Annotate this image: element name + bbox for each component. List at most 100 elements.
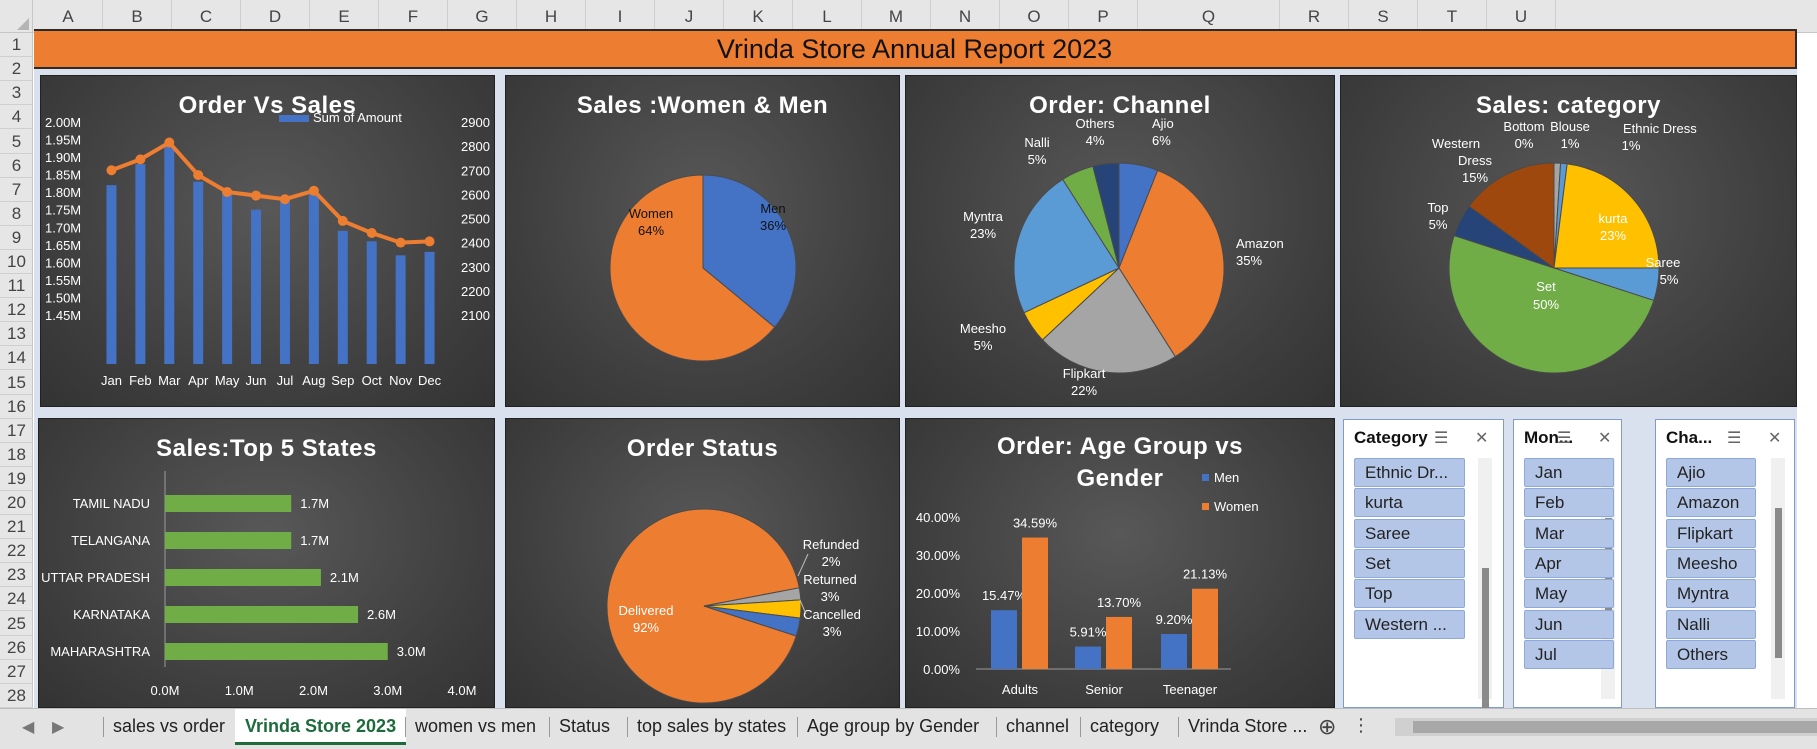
slicer-scroll-thumb[interactable] [1775, 508, 1782, 658]
multi-select-icon[interactable]: ☰ [1434, 430, 1449, 447]
row-header-5[interactable]: 5 [0, 129, 33, 154]
chart-order-vs-sales[interactable]: Order Vs Sales 2.00M 1.95M 1.90M 1.85M 1.80M… [40, 75, 495, 407]
slicer-item[interactable]: Jul [1524, 639, 1614, 669]
slicer-item[interactable]: Jan [1524, 458, 1614, 487]
column-header-D[interactable]: D [241, 0, 310, 33]
slicer-item[interactable]: Top [1354, 579, 1465, 609]
slicer-item[interactable]: Amazon [1666, 488, 1756, 518]
slicer-month[interactable]: Mon... ☰ ✕ Jan Feb Mar Apr May Jun Jul [1513, 419, 1622, 708]
row-header-27[interactable]: 27 [0, 660, 33, 684]
multi-select-icon[interactable]: ☰ [1727, 430, 1742, 447]
slicer-category[interactable]: Category ☰ ✕ Ethnic Dr... kurta Saree Set Top We… [1343, 419, 1504, 713]
chart-order-channel[interactable]: Order: Channel Ajio 6% Amazon 35% Flipkart 22… [905, 75, 1335, 407]
column-header-O[interactable]: O [1000, 0, 1069, 33]
row-header-9[interactable]: 9 [0, 226, 33, 250]
slicer-scrollbar[interactable] [1771, 458, 1785, 699]
row-header-16[interactable]: 16 [0, 395, 33, 419]
chart-age-gender[interactable]: Order: Age Group vs Gender 40.00% 30.00% 2… [905, 418, 1335, 708]
row-header-4[interactable]: 4 [0, 105, 33, 129]
horizontal-scrollbar[interactable] [1395, 718, 1817, 736]
more-options-icon[interactable]: ⋮ [1352, 715, 1370, 735]
slicer-scroll-thumb[interactable] [1482, 568, 1489, 713]
column-header-M[interactable]: M [862, 0, 931, 33]
select-all-corner[interactable] [0, 0, 33, 33]
slicer-channel[interactable]: Cha... ☰ ✕ Ajio Amazon Flipkart Meesho Myntra Na… [1655, 419, 1795, 708]
column-header-C[interactable]: C [172, 0, 241, 33]
column-header-A[interactable]: A [34, 0, 103, 33]
column-header-E[interactable]: E [310, 0, 379, 33]
clear-filter-icon[interactable]: ✕ [1475, 430, 1489, 447]
row-header-28[interactable]: 28 [0, 684, 33, 708]
chart-sales-category[interactable]: Sales: category Blouse 1% Ethnic Dress 1% ku… [1340, 75, 1797, 407]
clear-filter-icon[interactable]: ✕ [1768, 430, 1782, 447]
row-header-6[interactable]: 6 [0, 154, 33, 178]
column-header-J[interactable]: J [655, 0, 724, 33]
slicer-item[interactable]: Others [1666, 639, 1756, 669]
column-header-P[interactable]: P [1069, 0, 1138, 33]
column-header-H[interactable]: H [517, 0, 586, 33]
row-header-2[interactable]: 2 [0, 57, 33, 81]
report-title-banner[interactable]: Vrinda Store Annual Report 2023 [34, 29, 1797, 69]
column-header-U[interactable]: U [1487, 0, 1556, 33]
row-header-24[interactable]: 24 [0, 587, 33, 611]
column-header-K[interactable]: K [724, 0, 793, 33]
column-header-Q[interactable]: Q [1138, 0, 1280, 33]
row-header-25[interactable]: 25 [0, 611, 33, 636]
slicer-item[interactable]: Mar [1524, 518, 1614, 548]
slicer-item[interactable]: Feb [1524, 488, 1614, 518]
sheet-tab-vrinda-store[interactable]: Vrinda Store ... [1178, 709, 1317, 745]
row-header-11[interactable]: 11 [0, 274, 33, 298]
slicer-item[interactable]: Myntra [1666, 579, 1756, 609]
clear-filter-icon[interactable]: ✕ [1598, 430, 1612, 447]
row-header-1[interactable]: 1 [0, 33, 33, 57]
sheet-tab-women-vs-men[interactable]: women vs men [405, 709, 546, 745]
tab-next-icon[interactable]: ▶ [52, 719, 65, 736]
slicer-item[interactable]: Ethnic Dr... [1354, 458, 1465, 487]
row-header-13[interactable]: 13 [0, 322, 33, 346]
multi-select-icon[interactable]: ☰ [1557, 430, 1572, 447]
sheet-tab-category[interactable]: category [1080, 709, 1169, 745]
slicer-item[interactable]: Ajio [1666, 458, 1756, 487]
chart-top-states[interactable]: Sales:Top 5 States TAMIL NADU 1.7M TELANGA… [38, 418, 495, 708]
column-header-L[interactable]: L [793, 0, 862, 33]
row-header-23[interactable]: 23 [0, 563, 33, 587]
row-header-14[interactable]: 14 [0, 346, 33, 370]
slicer-item[interactable]: Saree [1354, 518, 1465, 548]
row-header-10[interactable]: 10 [0, 250, 33, 274]
row-header-20[interactable]: 20 [0, 491, 33, 515]
chart-sales-gender[interactable]: Sales :Women & Men Men 36% Women 64% [505, 75, 900, 407]
column-header-F[interactable]: F [379, 0, 448, 33]
tab-prev-icon[interactable]: ◀ [22, 719, 35, 736]
chart-order-status[interactable]: Order Status Delivered 92% Refunded 2% Retur… [505, 418, 900, 708]
column-header-G[interactable]: G [448, 0, 517, 33]
row-header-18[interactable]: 18 [0, 443, 33, 467]
sheet-tab-vrinda-store-2023[interactable]: Vrinda Store 2023 [235, 709, 407, 745]
row-header-19[interactable]: 19 [0, 467, 33, 491]
sheet-tab-sales-vs-order[interactable]: sales vs order [103, 709, 235, 745]
row-header-22[interactable]: 22 [0, 539, 33, 563]
column-header-B[interactable]: B [103, 0, 172, 33]
row-header-17[interactable]: 17 [0, 419, 33, 443]
sheet-tab-status[interactable]: Status [549, 709, 620, 745]
column-header-I[interactable]: I [586, 0, 655, 33]
row-header-15[interactable]: 15 [0, 370, 33, 395]
row-header-7[interactable]: 7 [0, 178, 33, 202]
sheet-tab-channel[interactable]: channel [996, 709, 1079, 745]
row-header-8[interactable]: 8 [0, 202, 33, 226]
slicer-item[interactable]: Flipkart [1666, 518, 1756, 548]
row-header-26[interactable]: 26 [0, 636, 33, 660]
slicer-item[interactable]: kurta [1354, 488, 1465, 518]
sheet-tab-top-sales-by-states[interactable]: top sales by states [627, 709, 796, 745]
slicer-item[interactable]: Meesho [1666, 548, 1756, 578]
slicer-item[interactable]: Western ... [1354, 609, 1465, 639]
slicer-item[interactable]: Nalli [1666, 609, 1756, 639]
row-header-3[interactable]: 3 [0, 81, 33, 105]
column-header-R[interactable]: R [1280, 0, 1349, 33]
sheet-tab-age-group-by-gender[interactable]: Age group by Gender [797, 709, 989, 745]
row-header-12[interactable]: 12 [0, 298, 33, 322]
column-header-S[interactable]: S [1349, 0, 1418, 33]
column-header-T[interactable]: T [1418, 0, 1487, 33]
column-header-N[interactable]: N [931, 0, 1000, 33]
slicer-item[interactable]: Set [1354, 548, 1465, 578]
slicer-item[interactable]: Jun [1524, 609, 1614, 639]
